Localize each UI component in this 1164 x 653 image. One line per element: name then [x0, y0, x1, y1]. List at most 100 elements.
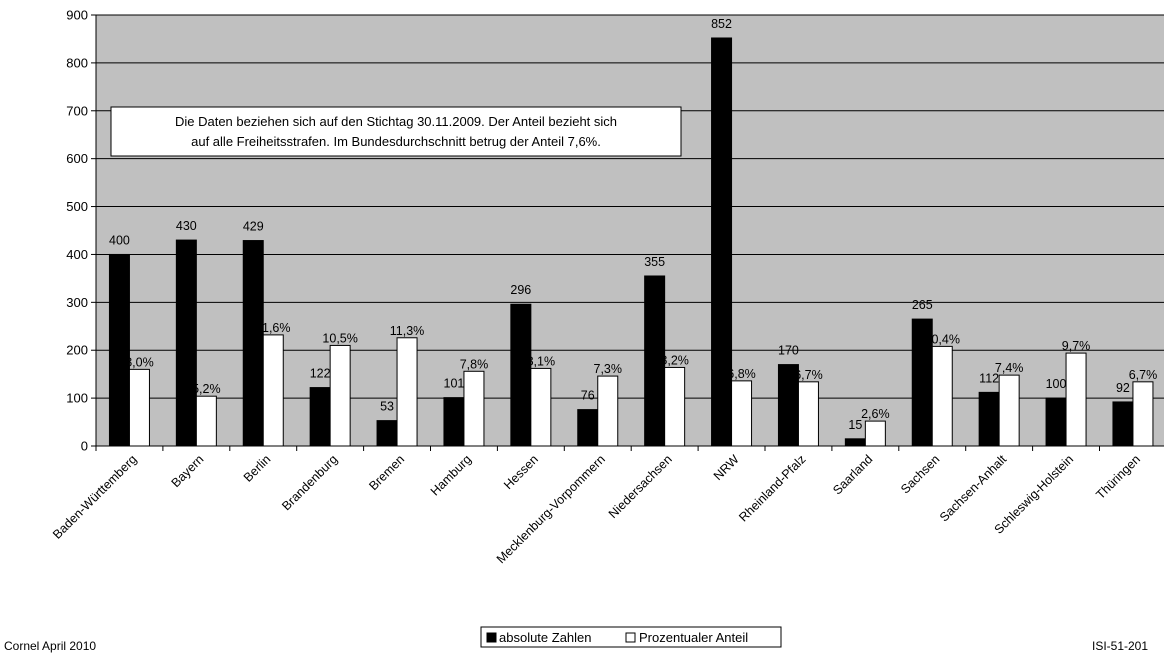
- bar-absolute: [175, 239, 197, 447]
- category-label: Brandenburg: [279, 452, 340, 513]
- data-label-percent: 8,0%: [125, 355, 154, 369]
- annotation-line-2: auf alle Freiheitsstrafen. Im Bundesdurc…: [191, 134, 601, 149]
- legend-swatch-percent: [625, 632, 636, 643]
- data-label-absolute: 112: [979, 371, 999, 385]
- bar-percent: [931, 345, 953, 447]
- category-label: Hessen: [501, 452, 541, 492]
- data-label-absolute: 92: [1116, 381, 1130, 395]
- data-label-percent: 6,8%: [727, 367, 756, 381]
- data-label-percent: 2,6%: [861, 407, 890, 421]
- bar-percent: [195, 395, 217, 447]
- data-label-percent: 7,8%: [460, 357, 489, 371]
- bar-percent: [664, 366, 686, 447]
- data-label-absolute: 101: [444, 377, 465, 391]
- y-tick-label: 700: [66, 103, 88, 118]
- category-label: Mecklenburg-Vorpommern: [494, 452, 608, 566]
- legend-label-absolute: absolute Zahlen: [499, 630, 592, 645]
- data-label-percent: 7,4%: [995, 361, 1024, 375]
- bar-absolute: [844, 438, 866, 447]
- category-label: Rheinland-Pfalz: [736, 452, 808, 524]
- data-label-percent: 8,2%: [660, 353, 689, 367]
- bar-percent: [329, 344, 351, 447]
- bar-absolute: [577, 409, 599, 447]
- data-label-percent: 5,2%: [192, 382, 221, 396]
- legend-swatch-absolute: [486, 632, 497, 643]
- y-tick-label: 600: [66, 151, 88, 166]
- bar-percent: [1132, 381, 1154, 447]
- y-tick-label: 100: [66, 391, 88, 406]
- data-label-absolute: 296: [510, 283, 531, 297]
- data-label-percent: 11,3%: [390, 324, 425, 338]
- legend-label-percent: Prozentualer Anteil: [639, 630, 748, 645]
- bar-percent: [396, 337, 418, 447]
- y-tick-label: 800: [66, 55, 88, 70]
- bar-absolute: [108, 253, 130, 447]
- annotation-box: Die Daten beziehen sich auf den Stichtag…: [110, 106, 682, 157]
- category-label: Bremen: [366, 452, 407, 493]
- category-label: Bayern: [169, 452, 207, 490]
- y-tick-label: 500: [66, 199, 88, 214]
- category-label: Berlin: [241, 452, 274, 485]
- footer-right: ISI-51-201: [1092, 639, 1149, 653]
- category-label: Baden-Württemberg: [50, 452, 140, 542]
- bar-percent: [731, 380, 753, 447]
- y-tick-label: 400: [66, 247, 88, 262]
- data-label-absolute: 355: [644, 255, 665, 269]
- category-label: Sachsen-Anhalt: [937, 452, 1010, 525]
- bar-absolute: [1045, 397, 1067, 447]
- data-label-percent: 10,4%: [925, 332, 960, 346]
- bar-percent: [1065, 352, 1087, 447]
- bar-percent: [128, 368, 150, 447]
- y-tick-label: 300: [66, 295, 88, 310]
- data-label-percent: 9,7%: [1062, 339, 1091, 353]
- bar-percent: [597, 375, 619, 447]
- data-label-percent: 6,7%: [794, 368, 823, 382]
- data-label-absolute: 265: [912, 298, 933, 312]
- data-label-absolute: 170: [778, 344, 799, 358]
- bar-absolute: [510, 303, 532, 447]
- bar-absolute: [443, 397, 465, 447]
- data-label-absolute: 430: [176, 219, 197, 233]
- data-label-percent: 10,5%: [322, 331, 357, 345]
- data-label-absolute: 852: [711, 17, 732, 31]
- data-label-absolute: 400: [109, 233, 130, 247]
- bar-absolute: [711, 37, 733, 447]
- data-label-percent: 8,1%: [527, 354, 556, 368]
- footer-left: Cornel April 2010: [4, 639, 97, 653]
- bar-percent: [998, 374, 1020, 447]
- category-label: NRW: [711, 452, 742, 483]
- bar-percent: [262, 334, 284, 447]
- bar-absolute: [1112, 401, 1134, 447]
- bar-percent: [530, 367, 552, 447]
- category-label: Saarland: [830, 452, 875, 497]
- y-tick-label: 200: [66, 343, 88, 358]
- category-label: Niedersachsen: [606, 452, 675, 521]
- data-label-absolute: 15: [848, 418, 862, 432]
- data-label-percent: 11,6%: [256, 321, 291, 335]
- x-axis: Baden-Württemberg Bayern Berlin Brandenburg…: [50, 445, 1164, 566]
- category-label: Hamburg: [428, 452, 474, 498]
- bar-absolute: [978, 391, 1000, 447]
- annotation-line-1: Die Daten beziehen sich auf den Stichtag…: [175, 114, 617, 129]
- bar-percent: [864, 420, 886, 447]
- bar-absolute: [309, 387, 331, 447]
- legend: absolute Zahlen Prozentualer Anteil: [480, 626, 782, 648]
- data-label-absolute: 122: [310, 367, 331, 381]
- bar-percent: [463, 370, 485, 447]
- category-label: Thüringen: [1093, 452, 1143, 502]
- data-label-absolute: 76: [581, 389, 595, 403]
- data-label-absolute: 429: [243, 220, 264, 234]
- y-axis: 0 100 200 300 400 500 600 700 800 900: [66, 8, 97, 454]
- category-label: Sachsen: [898, 452, 942, 496]
- bar-absolute: [376, 420, 398, 447]
- data-label-absolute: 53: [380, 400, 394, 414]
- data-label-percent: 7,3%: [594, 362, 623, 376]
- bar-percent: [797, 381, 819, 447]
- y-tick-label: 0: [81, 439, 88, 454]
- data-label-absolute: 100: [1046, 377, 1067, 391]
- y-tick-label: 900: [66, 8, 88, 23]
- data-labels: 400 8,0% 430 5,2% 429 11,6% 122 10,5% 53 11,3% 101…: [109, 17, 1157, 432]
- data-label-percent: 6,7%: [1129, 368, 1158, 382]
- bars: [108, 37, 1154, 447]
